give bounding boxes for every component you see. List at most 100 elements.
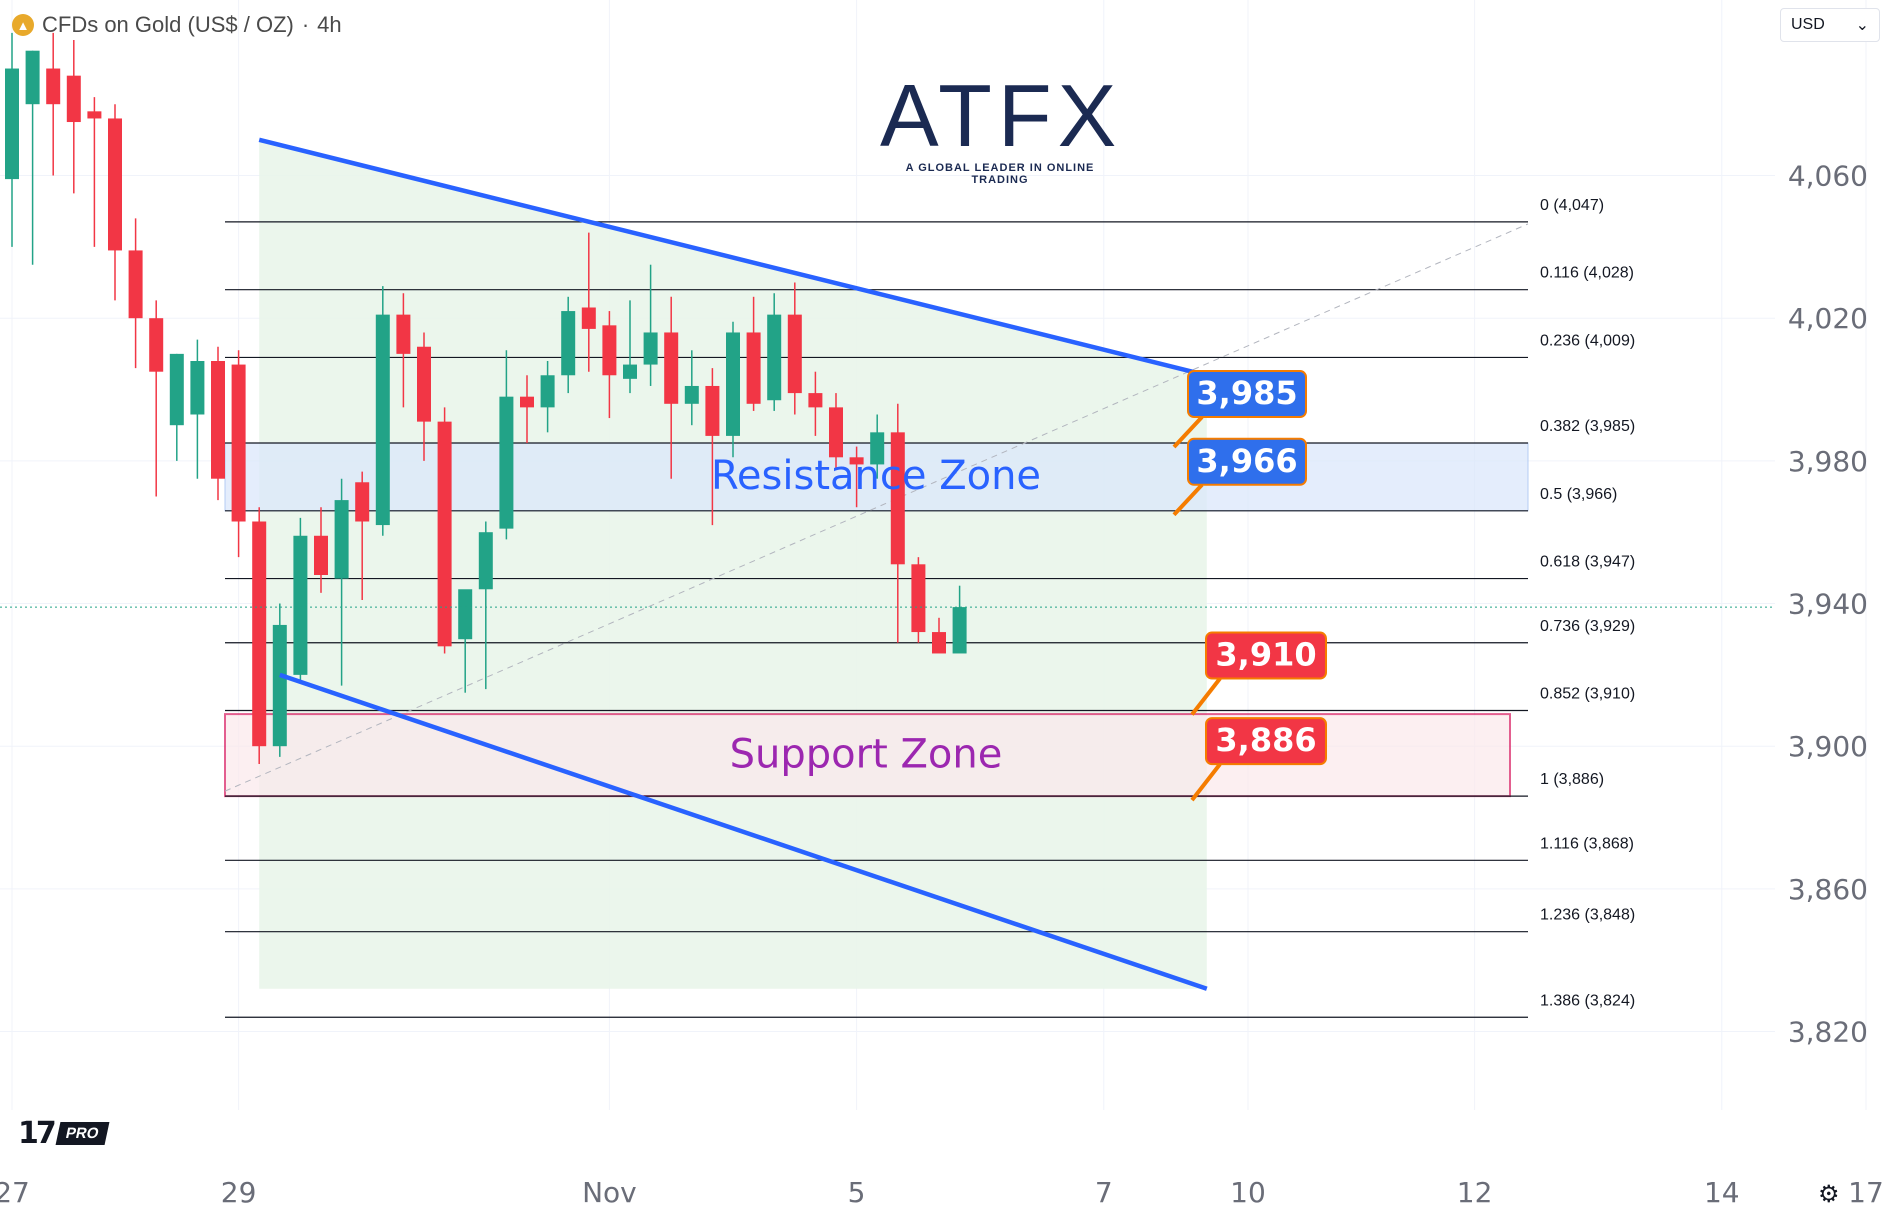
atfx-logo: ATFX A GLOBAL LEADER IN ONLINE TRADING [880, 72, 1120, 187]
fib-label: 0.852 (3,910) [1540, 686, 1635, 703]
x-tick-label: 14 [1704, 1176, 1740, 1209]
candle-body [499, 396, 514, 529]
candle-body [169, 353, 184, 426]
candle-body [334, 500, 349, 579]
candle-body [664, 332, 679, 404]
candle-body [46, 68, 61, 105]
callout-label: 3,910 [1215, 636, 1316, 674]
x-tick-label: 29 [221, 1176, 257, 1209]
fib-label: 1.386 (3,824) [1540, 992, 1635, 1009]
candle-body [829, 407, 843, 458]
symbol-header[interactable]: ▲ CFDs on Gold (US$ / OZ) · 4h [12, 12, 342, 38]
callout-label: 3,966 [1196, 442, 1297, 480]
candle-body [746, 332, 761, 404]
candle-body [726, 332, 740, 436]
candle-body [890, 432, 905, 565]
separator: · [301, 12, 310, 37]
candle-body [849, 457, 864, 465]
gold-coin-icon: ▲ [12, 14, 34, 36]
callout-blue [1187, 437, 1307, 486]
y-tick-label: 3,940 [1788, 588, 1868, 621]
currency-label: USD [1791, 16, 1825, 33]
candle-body [684, 385, 699, 404]
candle-body [478, 532, 493, 590]
y-tick-label: 3,820 [1788, 1016, 1868, 1049]
candle-body [540, 375, 555, 408]
tradingview-mark-icon: 17 [18, 1116, 57, 1151]
callout-pointer [1190, 677, 1222, 716]
y-tick-label: 3,900 [1788, 730, 1868, 763]
candle-body [66, 75, 81, 123]
fib-label: 0.736 (3,929) [1540, 618, 1635, 635]
channel-upper-line [258, 137, 1208, 378]
candle-body [911, 564, 926, 633]
candle-body [190, 361, 205, 415]
candle-body [581, 307, 596, 329]
candle-body [396, 314, 411, 354]
tradingview-logo[interactable]: 17 PRO [18, 1116, 109, 1151]
candle-body [211, 361, 225, 479]
support-zone-label: Support Zone [730, 731, 1003, 777]
callout-pointer [1172, 483, 1204, 517]
fib-label: 0.236 (4,009) [1540, 332, 1635, 349]
interval-label[interactable]: 4h [317, 12, 342, 37]
callout-blue [1187, 370, 1307, 419]
candle-body [808, 393, 823, 408]
candle-body [231, 364, 246, 522]
candle-body [602, 325, 617, 376]
candle-body [870, 432, 885, 465]
fib-label: 0.382 (3,985) [1540, 418, 1635, 435]
callout-red [1205, 717, 1327, 766]
candle-body [787, 314, 802, 394]
x-tick-label: 17 [1848, 1176, 1884, 1209]
candle-body [458, 589, 473, 640]
callout-pointer [1190, 762, 1222, 802]
gear-icon[interactable]: ⚙ [1818, 1181, 1840, 1208]
x-tick-label: Nov [582, 1176, 637, 1209]
candle-body [149, 318, 164, 372]
fib-label: 1.116 (3,868) [1540, 835, 1634, 852]
candle-body [108, 118, 122, 251]
currency-select[interactable]: USD ⌄ [1780, 8, 1880, 42]
candle-body [643, 332, 658, 365]
chevron-down-icon: ⌄ [1855, 17, 1869, 34]
channel-fill [259, 139, 1207, 989]
symbol-title: CFDs on Gold (US$ / OZ) [42, 12, 294, 37]
candle-body [355, 482, 370, 522]
channel-lower-line [279, 672, 1208, 991]
resistance-zone-label: Resistance Zone [711, 453, 1041, 499]
candle-body [87, 111, 102, 119]
candle-body [252, 521, 267, 747]
callout-red [1205, 631, 1327, 680]
x-tick-label: 5 [848, 1176, 866, 1209]
candle-body [5, 68, 19, 180]
fib-trend-line [224, 223, 1529, 792]
candle-body [561, 311, 576, 376]
x-tick-label: 10 [1230, 1176, 1266, 1209]
callout-label: 3,985 [1196, 374, 1297, 412]
candle-body [314, 535, 328, 575]
y-tick-label: 4,060 [1788, 160, 1868, 193]
y-tick-label: 4,020 [1788, 302, 1868, 335]
callout-pointer [1172, 415, 1204, 449]
x-tick-label: 27 [0, 1176, 30, 1209]
fib-label: 1.236 (3,848) [1540, 907, 1635, 924]
candle-body [293, 535, 308, 675]
atfx-tagline: A GLOBAL LEADER IN ONLINE TRADING [905, 162, 1095, 186]
fib-label: 0.116 (4,028) [1540, 265, 1634, 282]
candle-body [375, 314, 390, 526]
candle-body [767, 314, 782, 401]
candle-body [952, 607, 967, 654]
fib-label: 0 (4,047) [1540, 197, 1604, 214]
candle-body [128, 250, 143, 319]
candle-body [932, 632, 946, 654]
candle-body [417, 346, 431, 422]
candle-body [705, 385, 720, 436]
y-tick-label: 3,980 [1788, 445, 1868, 478]
x-tick-label: 12 [1457, 1176, 1493, 1209]
fib-label: 0.5 (3,966) [1540, 486, 1617, 503]
fib-label: 0.618 (3,947) [1540, 554, 1635, 571]
callout-label: 3,886 [1215, 721, 1316, 759]
